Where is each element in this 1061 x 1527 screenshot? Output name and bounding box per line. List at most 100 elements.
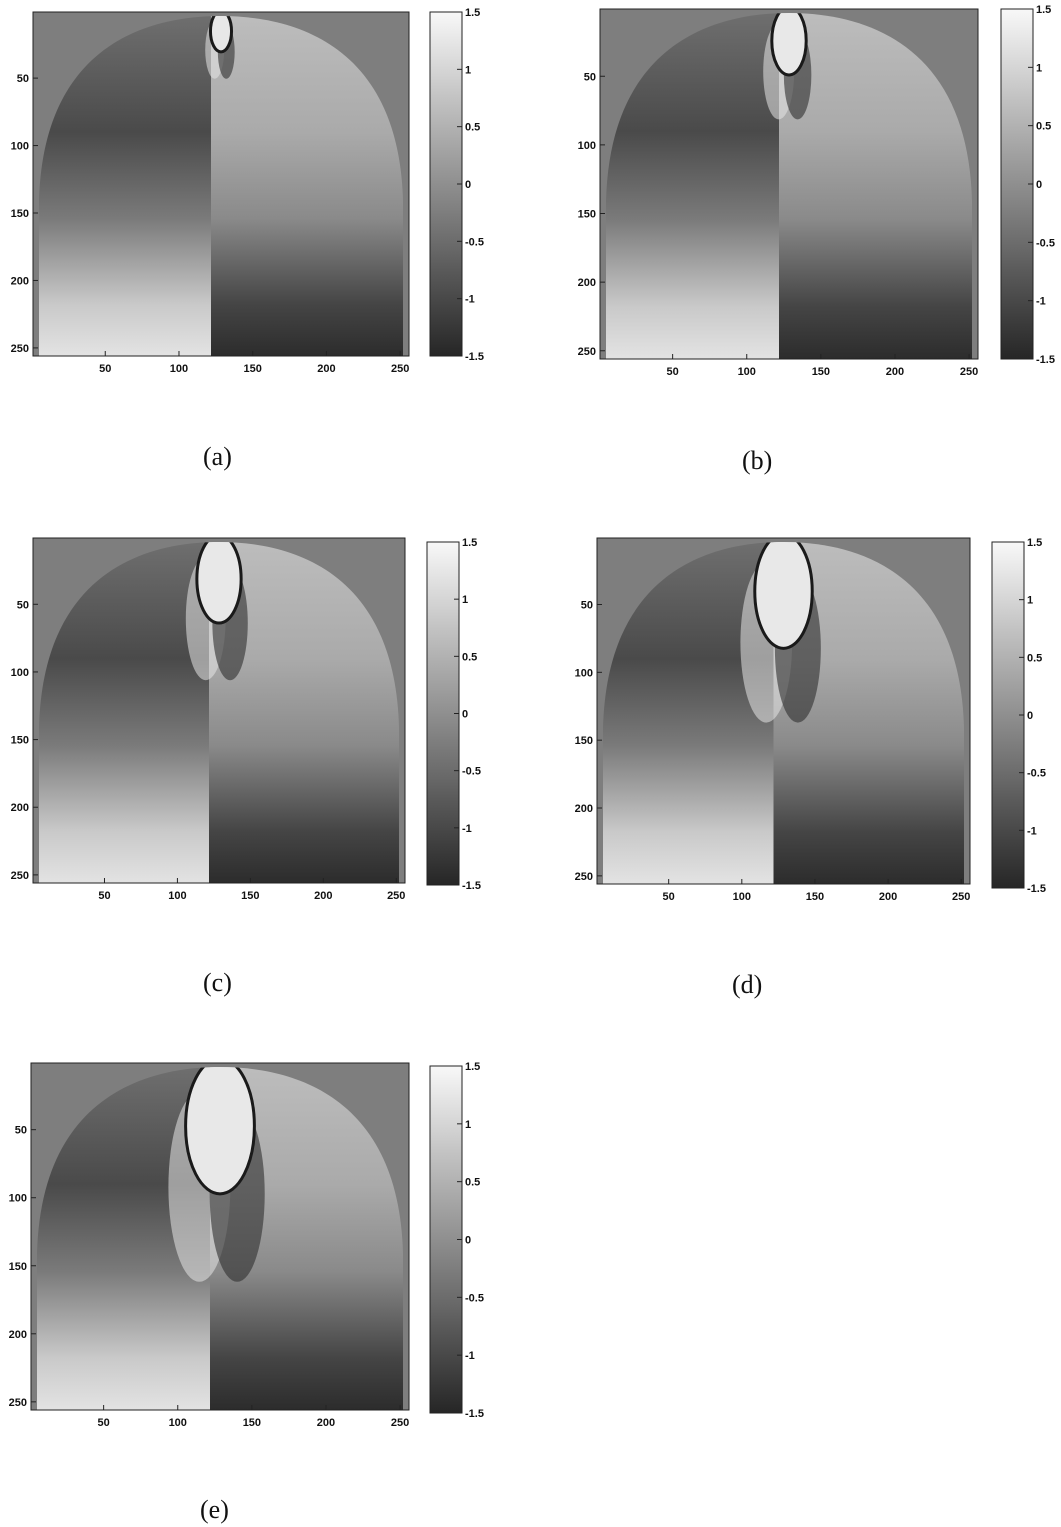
y-tick-label: 200 — [11, 275, 29, 287]
colorbar-tick-label: -1.5 — [462, 880, 481, 892]
colorbar-tick-label: 0 — [462, 709, 468, 721]
colorbar-tick-label: 1 — [462, 594, 468, 606]
x-tick-label: 100 — [169, 1417, 187, 1429]
y-tick-label: 200 — [11, 802, 29, 814]
colorbar — [1000, 8, 1034, 360]
colorbar-tick-label: 0 — [1027, 710, 1033, 722]
y-tick-label: 250 — [11, 870, 29, 882]
x-tick-label: 50 — [667, 366, 679, 378]
colorbar-tick-label: 1 — [465, 64, 471, 76]
colorbar-tick-label: -1.5 — [1027, 883, 1046, 895]
colorbar-tick-label: 1.5 — [465, 7, 480, 19]
y-tick-label: 50 — [15, 1125, 27, 1137]
colorbar-tick-label: 1 — [1027, 595, 1033, 607]
x-tick-label: 250 — [391, 1417, 409, 1429]
panel-caption: (a) — [203, 442, 232, 471]
x-tick-label: 250 — [952, 891, 970, 903]
colorbar-tick-label: 1 — [1036, 62, 1042, 74]
panel-caption: (c) — [203, 968, 232, 997]
x-tick-label: 100 — [168, 890, 186, 902]
x-tick-label: 200 — [879, 891, 897, 903]
colorbar-tick-label: 1.5 — [465, 1061, 480, 1073]
colorbar-tick-label: -1 — [465, 1350, 475, 1362]
y-tick-label: 250 — [578, 346, 596, 358]
y-tick-label: 100 — [11, 141, 29, 153]
x-tick-label: 50 — [98, 890, 110, 902]
lesion-core — [184, 1067, 256, 1196]
y-tick-label: 50 — [17, 599, 29, 611]
y-tick-label: 250 — [9, 1397, 27, 1409]
x-tick-label: 200 — [317, 1417, 335, 1429]
colorbar-tick-label: -1 — [462, 823, 472, 835]
panel-caption: (b) — [742, 446, 773, 475]
x-tick-label: 100 — [738, 366, 756, 378]
x-tick-label: 50 — [663, 891, 675, 903]
colorbar-tick-label: -0.5 — [1036, 237, 1055, 249]
axes-box — [30, 1062, 410, 1411]
colorbar-tick-label: -1 — [465, 294, 475, 306]
colorbar-tick-label: -0.5 — [465, 1292, 484, 1304]
x-tick-label: 150 — [241, 890, 259, 902]
colorbar — [429, 1065, 463, 1414]
axes-box — [32, 537, 406, 884]
y-tick-label: 250 — [575, 871, 593, 883]
y-tick-label: 150 — [578, 209, 596, 221]
phase-map — [39, 542, 399, 883]
colorbar-tick-label: 0 — [465, 179, 471, 191]
colorbar-tick-label: 0.5 — [1036, 121, 1051, 133]
colorbar-tick-label: -1.5 — [465, 351, 484, 363]
colorbar-tick-label: -1.5 — [465, 1408, 484, 1420]
lesion-core — [753, 542, 814, 650]
y-tick-label: 150 — [9, 1261, 27, 1273]
colorbar-tick-label: -0.5 — [462, 766, 481, 778]
axes-box — [599, 8, 979, 360]
colorbar — [991, 541, 1025, 889]
x-tick-label: 100 — [733, 891, 751, 903]
colorbar-tick-label: 1.5 — [462, 537, 477, 549]
colorbar-tick-label: -0.5 — [1027, 768, 1046, 780]
colorbar-tick-label: 0.5 — [462, 651, 477, 663]
phase-map — [37, 1067, 403, 1410]
y-tick-label: 50 — [17, 73, 29, 85]
colorbar — [429, 11, 463, 357]
panel-caption: (d) — [732, 970, 763, 999]
axes-box — [596, 537, 971, 885]
x-tick-label: 50 — [98, 1417, 110, 1429]
colorbar — [426, 541, 460, 886]
colorbar-tick-label: 0 — [465, 1235, 471, 1247]
colorbar-tick-label: -1.5 — [1036, 354, 1055, 366]
x-tick-label: 100 — [170, 363, 188, 375]
x-tick-label: 250 — [387, 890, 405, 902]
y-tick-label: 50 — [581, 599, 593, 611]
lesion-core — [195, 542, 243, 625]
y-tick-label: 150 — [575, 735, 593, 747]
x-tick-label: 250 — [391, 363, 409, 375]
colorbar-tick-label: -0.5 — [465, 236, 484, 248]
axes-box — [32, 11, 410, 357]
colorbar-tick-label: -1 — [1036, 296, 1046, 308]
x-tick-label: 200 — [317, 363, 335, 375]
x-tick-label: 150 — [243, 1417, 261, 1429]
x-tick-label: 150 — [812, 366, 830, 378]
y-tick-label: 200 — [578, 277, 596, 289]
colorbar-tick-label: 0.5 — [465, 122, 480, 134]
y-tick-label: 100 — [9, 1193, 27, 1205]
colorbar-tick-label: 1 — [465, 1119, 471, 1131]
x-tick-label: 200 — [886, 366, 904, 378]
y-tick-label: 200 — [9, 1329, 27, 1341]
y-tick-label: 50 — [584, 71, 596, 83]
y-tick-label: 250 — [11, 343, 29, 355]
colorbar-tick-label: 0 — [1036, 179, 1042, 191]
x-tick-label: 200 — [314, 890, 332, 902]
lesion-core — [770, 13, 808, 77]
lesion-core — [208, 16, 234, 54]
colorbar-tick-label: 1.5 — [1036, 4, 1051, 16]
x-tick-label: 150 — [806, 891, 824, 903]
y-tick-label: 100 — [578, 140, 596, 152]
colorbar-tick-label: 0.5 — [465, 1177, 480, 1189]
